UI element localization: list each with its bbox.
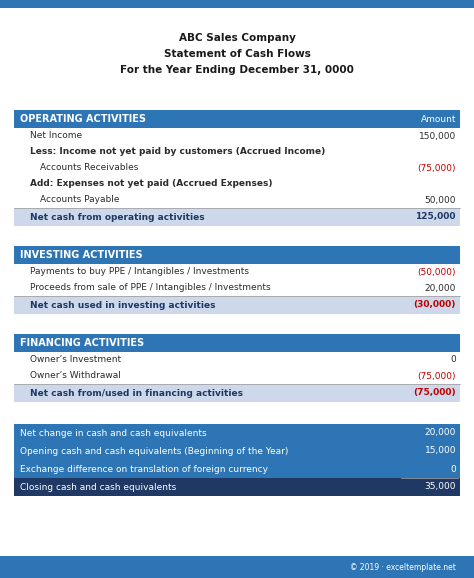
- Text: (75,000): (75,000): [418, 164, 456, 172]
- Text: (75,000): (75,000): [418, 372, 456, 380]
- Text: Net cash used in investing activities: Net cash used in investing activities: [30, 301, 216, 309]
- Text: For the Year Ending December 31, 0000: For the Year Ending December 31, 0000: [120, 65, 354, 75]
- Bar: [0, 556, 474, 578]
- Text: Statement of Cash Flows: Statement of Cash Flows: [164, 49, 310, 59]
- Bar: [14, 424, 460, 442]
- Text: 50,000: 50,000: [425, 195, 456, 205]
- Text: Net change in cash and cash equivalents: Net change in cash and cash equivalents: [20, 428, 207, 438]
- Bar: [14, 384, 460, 402]
- Text: Closing cash and cash equivalents: Closing cash and cash equivalents: [20, 483, 176, 491]
- Text: 150,000: 150,000: [419, 132, 456, 140]
- Text: Exchange difference on translation of foreign currency: Exchange difference on translation of fo…: [20, 465, 268, 473]
- Text: (75,000): (75,000): [413, 388, 456, 398]
- Text: Opening cash and cash equivalents (Beginning of the Year): Opening cash and cash equivalents (Begin…: [20, 446, 288, 455]
- Text: © 2019 · exceltemplate.net: © 2019 · exceltemplate.net: [350, 562, 456, 572]
- Text: ABC Sales Company: ABC Sales Company: [179, 33, 295, 43]
- Text: Less: Income not yet paid by customers (Accrued Income): Less: Income not yet paid by customers (…: [30, 147, 325, 157]
- Bar: [14, 442, 460, 460]
- Text: Net cash from operating activities: Net cash from operating activities: [30, 213, 205, 221]
- Bar: [0, 0, 474, 8]
- Text: Proceeds from sale of PPE / Intangibles / Investments: Proceeds from sale of PPE / Intangibles …: [30, 283, 271, 292]
- Bar: [14, 460, 460, 478]
- Text: 20,000: 20,000: [425, 283, 456, 292]
- Bar: [14, 334, 460, 352]
- Text: (50,000): (50,000): [418, 268, 456, 276]
- Bar: [14, 110, 460, 128]
- Text: 20,000: 20,000: [425, 428, 456, 438]
- Text: Add: Expenses not yet paid (Accrued Expenses): Add: Expenses not yet paid (Accrued Expe…: [30, 180, 273, 188]
- Text: (30,000): (30,000): [414, 301, 456, 309]
- Bar: [14, 246, 460, 264]
- Bar: [14, 208, 460, 226]
- Text: Payments to buy PPE / Intangibles / Investments: Payments to buy PPE / Intangibles / Inve…: [30, 268, 249, 276]
- Text: Net Income: Net Income: [30, 132, 82, 140]
- Text: INVESTING ACTIVITIES: INVESTING ACTIVITIES: [20, 250, 143, 260]
- Text: Owner’s Investment: Owner’s Investment: [30, 355, 121, 365]
- Text: Amount: Amount: [420, 114, 456, 124]
- Text: Net cash from/used in financing activities: Net cash from/used in financing activiti…: [30, 388, 243, 398]
- Text: Accounts Receivables: Accounts Receivables: [40, 164, 138, 172]
- Text: 0: 0: [450, 355, 456, 365]
- Text: Accounts Payable: Accounts Payable: [40, 195, 119, 205]
- Text: 35,000: 35,000: [425, 483, 456, 491]
- Text: 0: 0: [450, 465, 456, 473]
- Text: Owner’s Withdrawal: Owner’s Withdrawal: [30, 372, 121, 380]
- Bar: [14, 296, 460, 314]
- Bar: [14, 478, 460, 496]
- Text: 125,000: 125,000: [416, 213, 456, 221]
- Text: 15,000: 15,000: [425, 446, 456, 455]
- Text: FINANCING ACTIVITIES: FINANCING ACTIVITIES: [20, 338, 144, 348]
- Text: OPERATING ACTIVITIES: OPERATING ACTIVITIES: [20, 114, 146, 124]
